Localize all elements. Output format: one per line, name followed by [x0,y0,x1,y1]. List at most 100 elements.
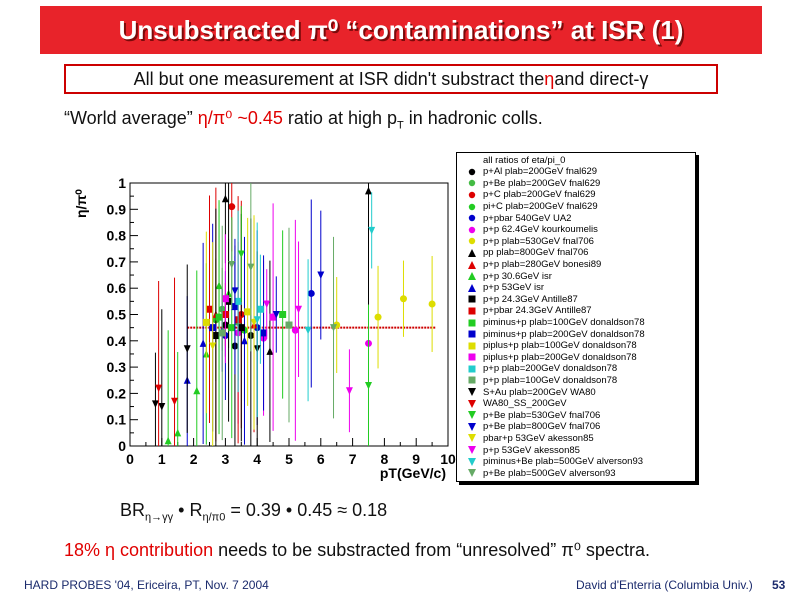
x-tick-label: 3 [222,451,230,467]
data-point [345,387,353,395]
legend-label: p+Al plab=200GeV fnal629 [483,166,598,178]
legend-label: pi+C plab=200GeV fnal629 [483,201,598,213]
data-point [218,329,226,337]
legend-entry: piplus+p plab=200GeV donaldson78 [461,352,695,364]
legend-marker [461,329,483,340]
world-avg-end: in hadronic colls. [403,108,543,128]
y-tick-label: 0.1 [107,412,127,428]
legend-marker [461,317,483,328]
data-point [399,295,407,303]
y-axis-label: η/π⁰ [73,189,89,218]
legend-entry: p+p plab=100GeV donaldson78 [461,375,695,387]
data-point [368,226,376,235]
legend-entry: piminus+p plab=100GeV donaldson78 [461,317,695,329]
legend-entry: piplus+p plab=100GeV donaldson78 [461,340,695,352]
legend-marker [461,387,483,398]
y-tick-label: 0 [118,438,126,454]
formula-r-sub: η/π0 [202,511,226,524]
legend-marker [461,398,483,409]
legend-marker [461,189,483,200]
legend-marker [461,433,483,444]
legend-entry: pi+C plab=200GeV fnal629 [461,201,695,213]
formula-result: = 0.39 • 0.45 ≈ 0.18 [225,500,388,520]
legend-marker [461,410,483,421]
data-point [234,297,242,305]
data-point [199,339,207,347]
legend-entry: pbar+p 53GeV akesson85 [461,433,695,445]
legend-label: pbar+p 53GeV akesson85 [483,432,594,444]
data-point [365,382,372,390]
legend-entry: WA80_SS_200GeV [461,398,695,410]
data-point [291,326,299,334]
legend-label: p+C plab=200GeV fnal629 [483,189,596,201]
y-tick-label: 0.2 [107,385,127,401]
note-red: 18% η contribution [64,540,214,560]
subtitle-box: All but one measurement at ISR didn't su… [64,64,718,94]
data-point [206,305,213,313]
data-point [244,308,252,316]
world-avg-ratio: η/π⁰ ~0.45 [197,108,283,128]
x-tick-label: 8 [381,451,389,467]
legend-entry: p+Be plab=530GeV fnal706 [461,409,695,421]
legend-label: p+Be plab=500GeV alverson93 [483,467,616,479]
data-point [202,318,210,326]
legend-entry: p+C plab=200GeV fnal629 [461,189,695,201]
legend-marker [461,224,483,235]
x-axis-label: pT(GeV/c) [380,465,446,481]
legend-marker [461,247,483,258]
legend-entry: p+p plab=530GeV fnal706 [461,236,695,248]
x-tick-label: 4 [253,451,261,467]
legend-label: p+p 30.6GeV isr [483,270,552,282]
legend-label: p+p 62.4GeV kourkoumelis [483,224,598,236]
page-number: 53 [772,578,786,592]
data-point [221,194,229,203]
y-tick-label: 0.5 [107,307,127,323]
contribution-note: 18% η contribution needs to be substract… [64,540,650,561]
data-point [155,384,163,393]
legend-marker [461,271,483,282]
legend-marker [461,259,483,270]
data-point [215,313,223,321]
subtitle-text-2: and direct-γ [554,68,649,89]
formula-br-sub: η→γγ [145,511,174,524]
legend-entry: p+Be plab=800GeV fnal706 [461,421,695,433]
y-tick-label: 0.6 [107,280,127,296]
data-point [250,318,258,327]
legend-label: WA80_SS_200GeV [483,398,567,410]
data-point [209,342,217,351]
data-point [253,316,261,324]
x-tick-label: 0 [126,451,134,467]
legend-entry: p+Al plab=200GeV fnal629 [461,166,695,178]
data-point [330,324,338,332]
legend-marker [461,340,483,351]
data-point [228,203,236,211]
y-tick-label: 0.4 [107,333,127,349]
legend-entry: p+Be plab=500GeV alverson93 [461,467,695,479]
data-point [304,326,312,335]
legend-label: piminus+p plab=200GeV donaldson78 [483,328,645,340]
legend-marker [461,166,483,177]
legend-marker [461,294,483,305]
legend-entry: p+pbar 24.3GeV Antille87 [461,305,695,317]
data-point [317,271,325,280]
legend-label: pp plab=800GeV fnal706 [483,247,589,259]
x-tick-label: 5 [285,451,293,467]
x-tick-label: 7 [349,451,357,467]
legend-label: S+Au plab=200GeV WA80 [483,386,596,398]
legend-label: p+p 53GeV isr [483,282,544,294]
legend-entry: p+Be plab=200GeV fnal629 [461,178,695,190]
legend-marker [461,445,483,456]
data-point [266,347,274,355]
data-point [228,324,236,332]
x-tick-label: 6 [317,451,325,467]
legend-label: p+p plab=280GeV bonesi89 [483,259,602,271]
legend-entry: piminus+Be plab=500GeV alverson93 [461,456,695,468]
data-point [307,289,315,297]
legend-marker [461,201,483,212]
footer-author: David d'Enterria (Columbia Univ.) [576,578,753,592]
legend-marker [461,213,483,224]
slide-title: Unsubstracted π⁰ “contaminations” at ISR… [118,14,684,45]
y-tick-label: 0.7 [107,254,127,270]
data-point [221,295,229,303]
legend-label: p+p plab=100GeV donaldson78 [483,374,618,386]
